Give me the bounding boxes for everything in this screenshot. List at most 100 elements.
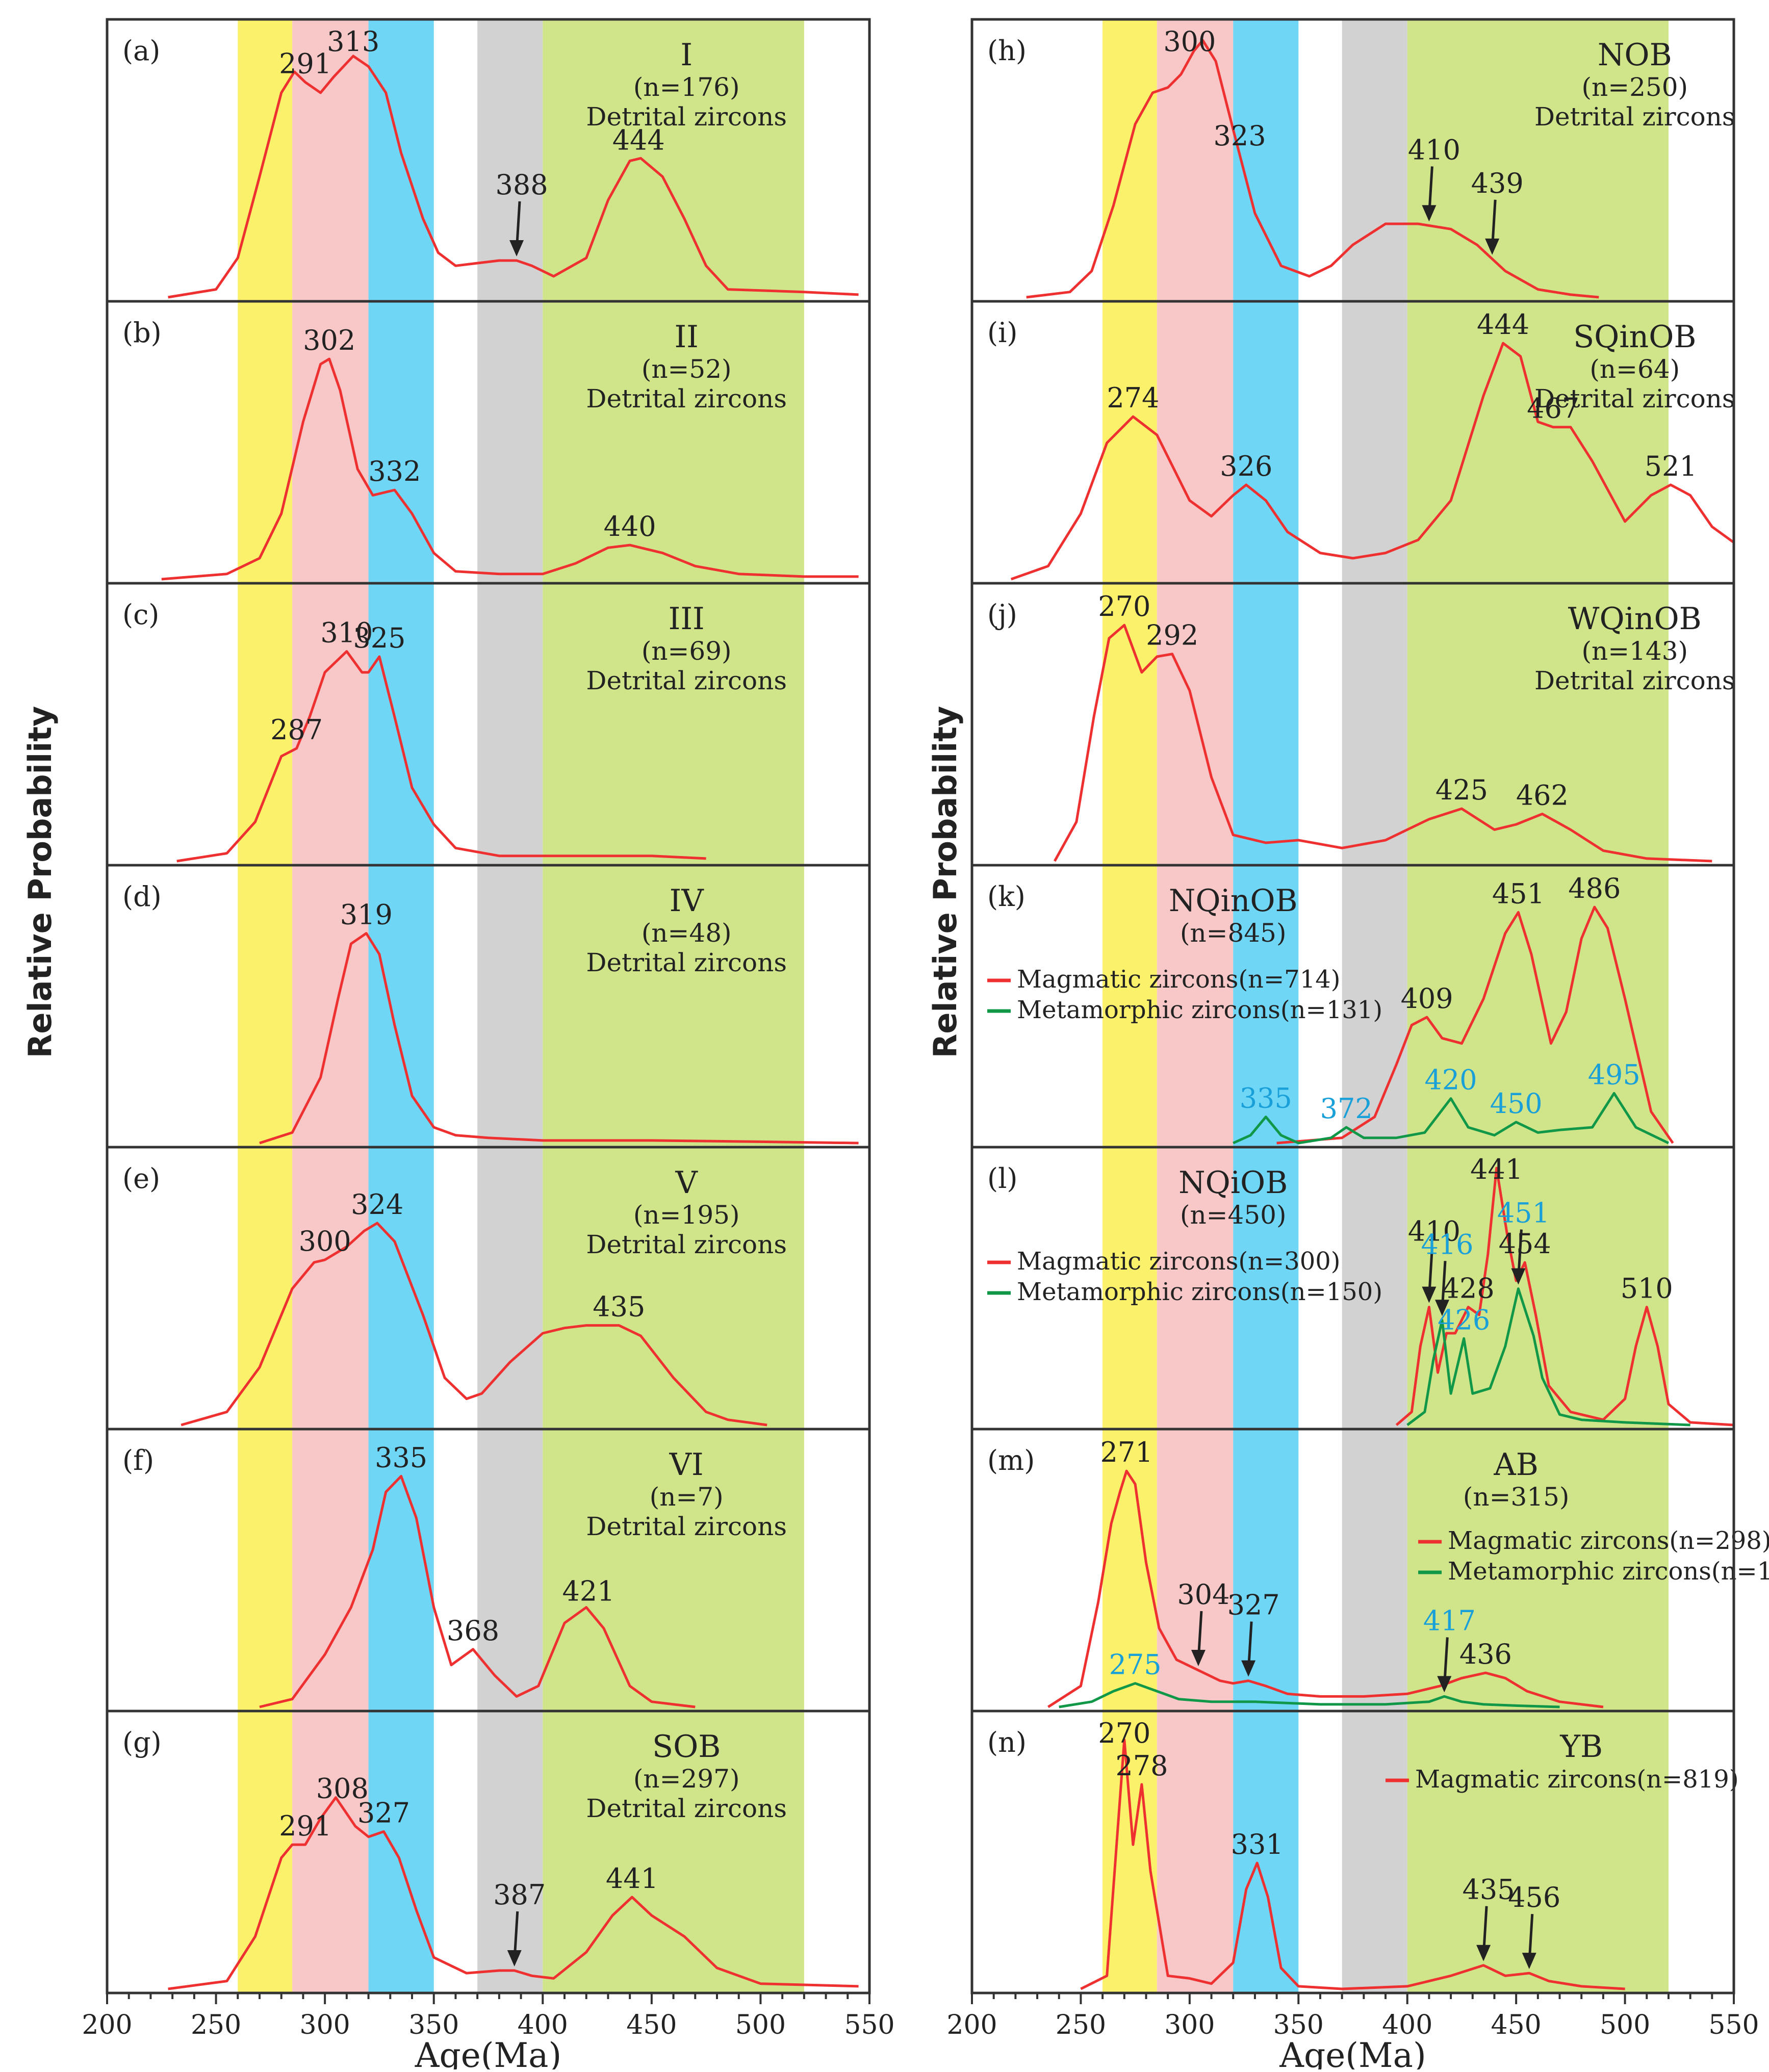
peak-label-text: 416 <box>1421 1228 1473 1260</box>
peak-label: 388 <box>495 169 548 256</box>
x-tick-label: 200 <box>946 2010 997 2040</box>
peak-label-text: 324 <box>351 1188 403 1221</box>
peak-label-text: 368 <box>447 1615 499 1647</box>
peak-label-text: 327 <box>357 1797 410 1829</box>
peak-label-text: 313 <box>327 25 379 58</box>
peak-label-text: 451 <box>1497 1197 1550 1229</box>
peak-label-text: 274 <box>1107 382 1159 414</box>
peak-arrow-head <box>1422 205 1437 222</box>
peak-label: 421 <box>562 1575 614 1608</box>
x-tick-label: 550 <box>1708 2010 1759 2040</box>
panel-info-line: (n=69) <box>642 636 732 666</box>
age-band-260-285 <box>238 19 293 1993</box>
peak-label-text: 435 <box>593 1291 645 1323</box>
panel-info-line: Detrital zircons <box>586 1230 787 1259</box>
age-band-370-400 <box>477 19 543 1993</box>
magmatic-curve <box>1047 1469 1604 1708</box>
magmatic-curve <box>1395 1167 1734 1427</box>
peak-label-text: 486 <box>1568 872 1621 904</box>
panel-title: III <box>669 601 705 637</box>
peak-label: 327 <box>357 1797 410 1829</box>
panel-info-line: Detrital zircons <box>586 102 787 132</box>
peak-label-text: 439 <box>1471 167 1524 199</box>
panel-title: II <box>674 319 698 355</box>
peak-label-text: 287 <box>270 714 323 746</box>
panel-info-line: Detrital zircons <box>1534 384 1735 413</box>
peak-label-text: 271 <box>1100 1436 1153 1468</box>
peak-label-text: 420 <box>1425 1064 1477 1096</box>
peak-label: 300 <box>1163 25 1216 58</box>
legend-label: Magmatic zircons(n=819) <box>1415 1765 1739 1794</box>
peak-label: 435 <box>593 1291 645 1323</box>
peak-arrow-head <box>1511 1268 1526 1285</box>
x-axis-left: 200 250 300 350 400 450 500 550 Age(Ma) <box>82 1993 895 2072</box>
x-tick-label: 500 <box>735 2010 786 2040</box>
panel-letter: (i) <box>987 317 1017 349</box>
panel-info-line: Detrital zircons <box>586 1512 787 1541</box>
peak-label-text: 388 <box>495 169 548 201</box>
magmatic-curve <box>1276 905 1674 1145</box>
panel-title: NQiOB <box>1178 1165 1288 1201</box>
peak-label-text: 300 <box>1163 25 1216 58</box>
panel-i: (i) SQinOB(n=64)Detrital zircons 274 326 444… <box>970 300 1735 585</box>
peak-label: 327 <box>1227 1589 1280 1677</box>
age-band-370-400 <box>1342 19 1407 1993</box>
peak-label-text: 435 <box>1463 1874 1515 1906</box>
legend-label: Magmatic zircons(n=714) <box>1017 965 1341 994</box>
panel-info-line: (n=143) <box>1582 636 1688 666</box>
panel-letter: (c) <box>122 599 159 631</box>
peak-label-text: 387 <box>493 1879 546 1911</box>
peak-label: 291 <box>279 1810 331 1842</box>
peak-label-text: 291 <box>279 1810 331 1842</box>
panel-info-line: (n=250) <box>1582 72 1688 102</box>
panel-letter: (j) <box>987 599 1017 631</box>
peak-label-text: 308 <box>316 1772 369 1804</box>
peak-label-text: 440 <box>604 510 656 542</box>
peak-label: 416 <box>1421 1228 1474 1316</box>
peak-label: 467 <box>1527 393 1579 425</box>
peak-arrow-head <box>1522 1953 1536 1970</box>
magmatic-curve <box>168 1796 859 1990</box>
legend-entry: Magmatic zircons(n=298) <box>1418 1526 1769 1555</box>
x-axis-right: 200 250 300 350 400 450 500 550 Age(Ma) <box>946 1993 1759 2072</box>
panel-info-line: (n=450) <box>1180 1200 1287 1230</box>
panel-title: I <box>680 37 693 73</box>
peak-arrow-head <box>1437 1676 1452 1693</box>
legend-entry: Magmatic zircons(n=714) <box>987 965 1341 994</box>
panel-title: WQinOB <box>1568 601 1702 637</box>
peak-label-text: 331 <box>1231 1828 1284 1860</box>
magmatic-curve <box>168 55 859 299</box>
panel-info-line: (n=176) <box>633 72 740 102</box>
panel-letter: (d) <box>122 880 162 913</box>
magmatic-curve <box>259 932 859 1145</box>
peak-label: 428 <box>1442 1273 1495 1305</box>
panel-frame <box>106 1710 871 1995</box>
peak-label-text: 409 <box>1401 982 1453 1015</box>
panel-info-line: (n=315) <box>1463 1482 1570 1512</box>
peak-label: 462 <box>1516 779 1569 811</box>
legend-label: Magmatic zircons(n=298) <box>1448 1526 1769 1555</box>
x-tick-label: 450 <box>1491 2010 1542 2040</box>
peak-arrow-head <box>1241 1660 1256 1677</box>
panel-info-line: Detrital zircons <box>1534 102 1735 132</box>
peak-label: 435 <box>1463 1874 1515 1961</box>
peak-label-text: 495 <box>1588 1058 1640 1091</box>
peak-label-text: 323 <box>1213 120 1266 152</box>
peak-label: 451 <box>1492 877 1545 910</box>
peak-label-text: 335 <box>1240 1082 1292 1115</box>
panel-letter: (l) <box>987 1162 1017 1195</box>
panel-k: (k) NQinOB(n=845) Magmatic zircons(n=714)M… <box>970 864 1735 1149</box>
peak-label-text: 335 <box>375 1441 427 1473</box>
legend-entry: Magmatic zircons(n=300) <box>987 1247 1341 1276</box>
peak-label: 436 <box>1459 1638 1512 1670</box>
x-tick-label: 550 <box>844 2010 894 2040</box>
peak-arrow-head <box>1435 1300 1450 1316</box>
peak-label: 420 <box>1425 1064 1477 1096</box>
x-axis-label: Age(Ma) <box>415 2036 561 2069</box>
peak-label-text: 425 <box>1435 774 1488 806</box>
legend-entry: Metamorphic zircons(n=131) <box>987 996 1382 1024</box>
legend-label: Metamorphic zircons(n=131) <box>1017 996 1382 1024</box>
panel-info-line: (n=195) <box>633 1200 740 1230</box>
peak-label-text: 441 <box>1470 1153 1523 1185</box>
